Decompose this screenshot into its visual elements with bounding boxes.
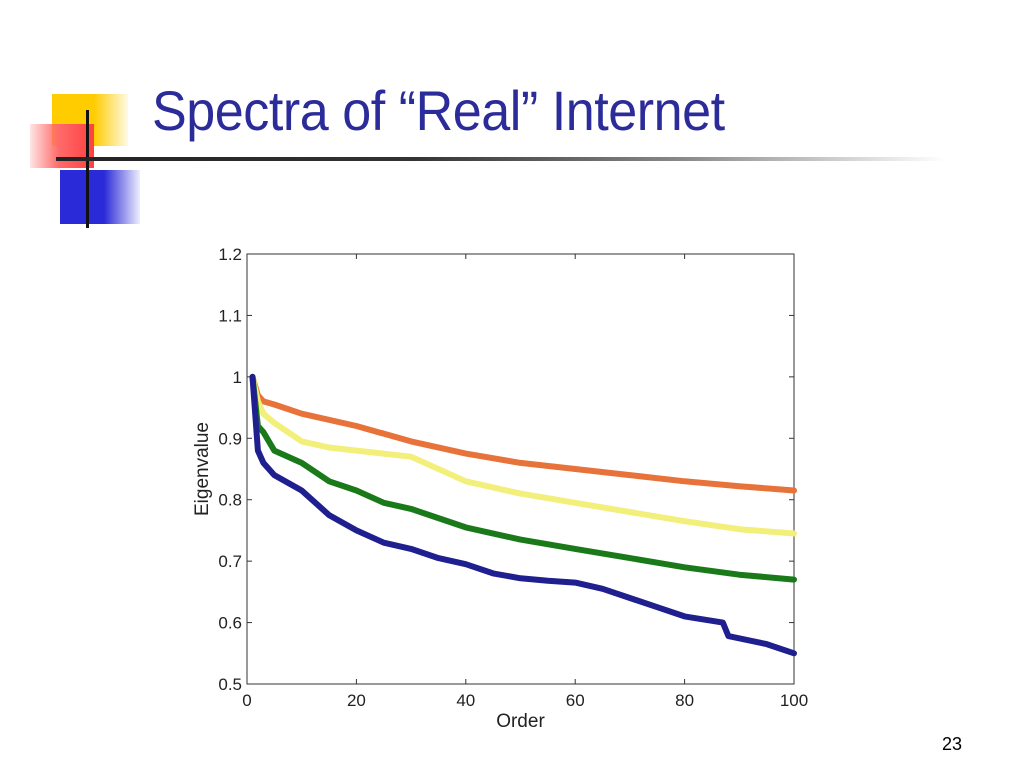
page-number: 23 [941,734,962,754]
y-tick-label: 0.8 [218,491,242,510]
decor-red-square [30,124,94,168]
slide-title: Spectra of “Real” Internet [152,79,725,142]
x-tick-label: 60 [566,691,585,710]
y-axis-label: Eigenvalue [192,422,213,516]
title-underline [56,157,946,161]
y-tick-label: 0.9 [218,429,242,448]
y-tick-label: 1 [233,368,242,387]
eigenvalue-chart: 0 20 40 60 80 100 0.5 0.6 0.7 0.8 0.9 1 1.1 1.2 Order E… [192,245,808,732]
y-tick-label: 0.5 [218,675,242,694]
series-line-2 [249,373,797,537]
plot-frame [246,253,795,685]
x-tick-label: 100 [780,691,808,710]
series-line-1 [249,373,797,494]
x-axis-label: Order [496,711,545,732]
x-tick-label: 20 [347,691,366,710]
decor-vertical-line [86,110,89,228]
x-tick-label: 40 [456,691,475,710]
decor-blue-square [60,170,140,224]
series-line-4 [249,373,797,657]
x-tick-label: 80 [675,691,694,710]
y-tick-label: 1.1 [218,306,242,325]
x-tick-label: 0 [242,691,251,710]
y-tick-label: 0.6 [218,614,242,633]
y-tick-label: 0.7 [218,552,242,571]
series-line-3 [249,373,797,583]
y-tick-label: 1.2 [218,245,242,264]
